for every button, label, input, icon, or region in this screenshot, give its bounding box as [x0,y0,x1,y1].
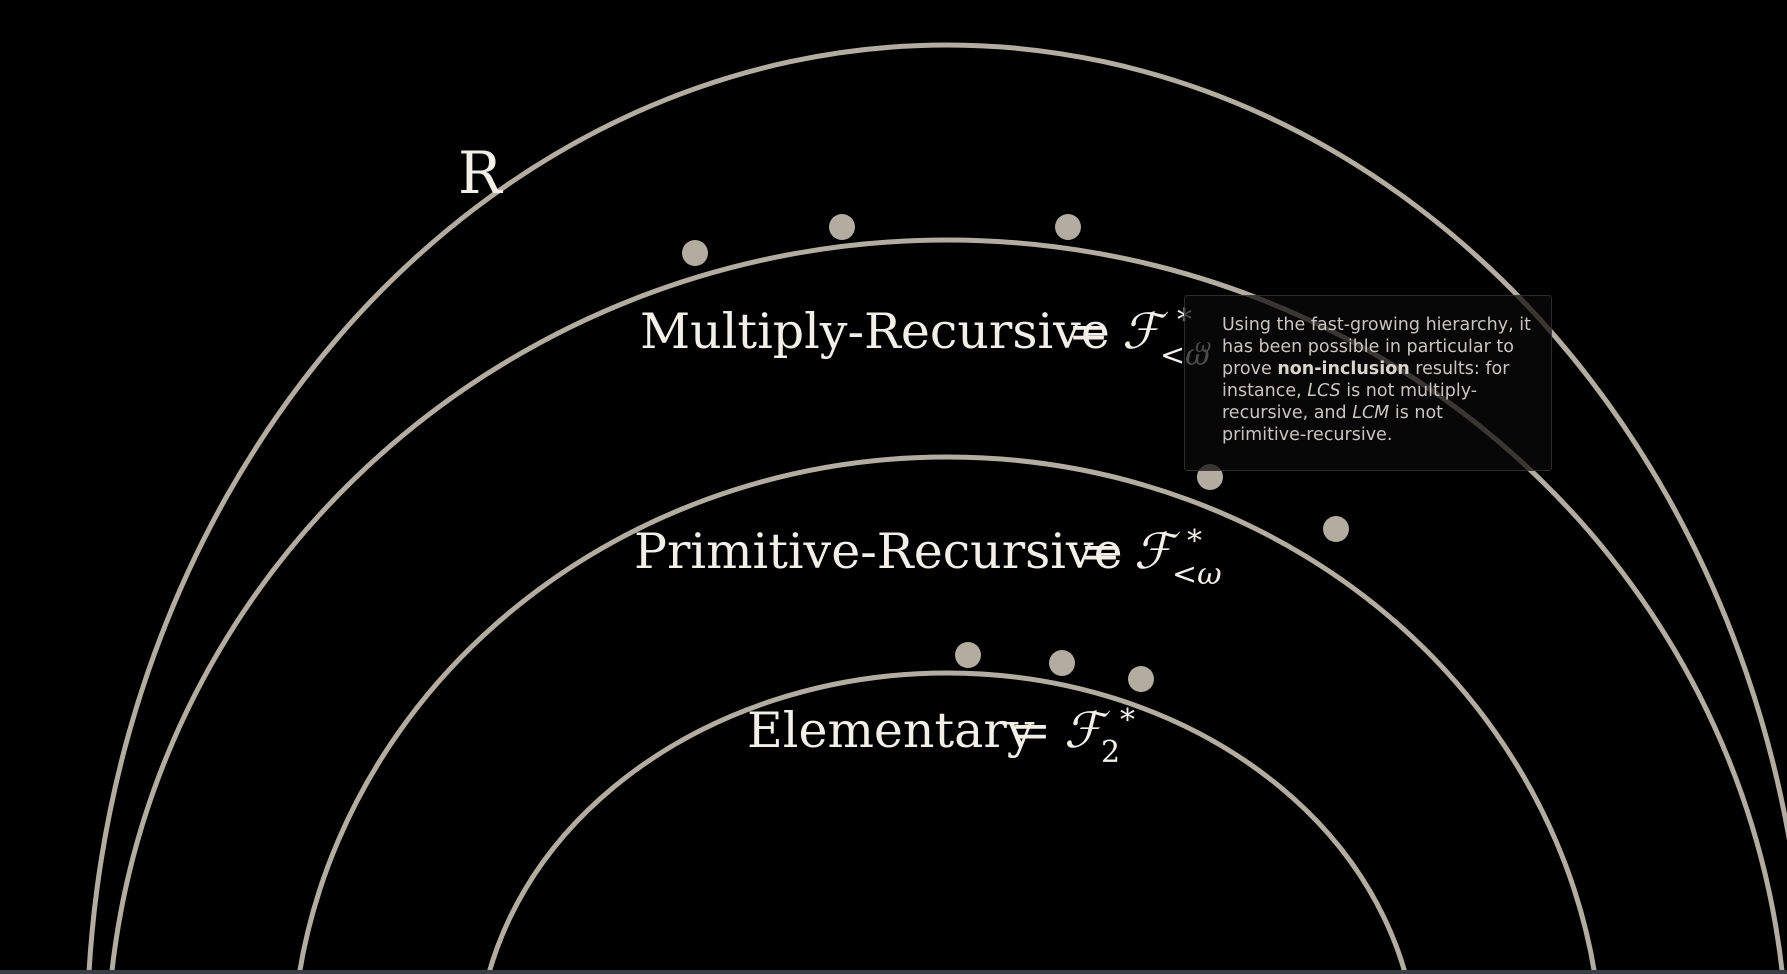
element-dot [1128,666,1154,692]
element-dot [682,240,708,266]
bottom-edge-bar [0,970,1787,974]
outer-class-label: R [458,139,504,207]
tooltip-emphasis: non-inclusion [1277,359,1410,379]
element-dot [1055,214,1081,240]
info-tooltip: Using the fast-growing hierarchy, it has… [1184,295,1552,471]
tooltip-text-1: Using the fast-growing hierarchy, it has… [1222,315,1531,379]
primitive-recursive-equals: = [1080,523,1121,580]
elementary-equals: = [1010,702,1051,759]
tooltip-text-2: results: for instance, [1222,359,1510,401]
element-dot [829,214,855,240]
element-dot [1323,516,1349,542]
primitive-recursive-sup: * [1187,524,1202,559]
tooltip-text-4: is not primitive-recursive. [1222,403,1444,445]
ring-multiply-recursive [109,237,1785,974]
element-dot [1049,650,1075,676]
multiply-recursive-equals: = [1068,303,1109,360]
tooltip-lcm: LCM [1352,403,1390,423]
elementary-label: Elementary [747,702,1035,759]
primitive-recursive-label: Primitive-Recursive [634,523,1123,580]
elementary-sub: 2 [1101,735,1120,770]
ring-r [86,42,1787,974]
multiply-recursive-label: Multiply-Recursive [640,303,1110,360]
elementary-sup: * [1120,703,1135,738]
primitive-recursive-sub: <ω [1172,557,1222,592]
ring-elementary [486,670,1408,974]
ring-primitive-recursive [297,454,1597,974]
element-dot [955,642,981,668]
tooltip-text-3: is not multiply-recursive, and [1222,381,1478,423]
tooltip-lcs: LCS [1307,381,1341,401]
